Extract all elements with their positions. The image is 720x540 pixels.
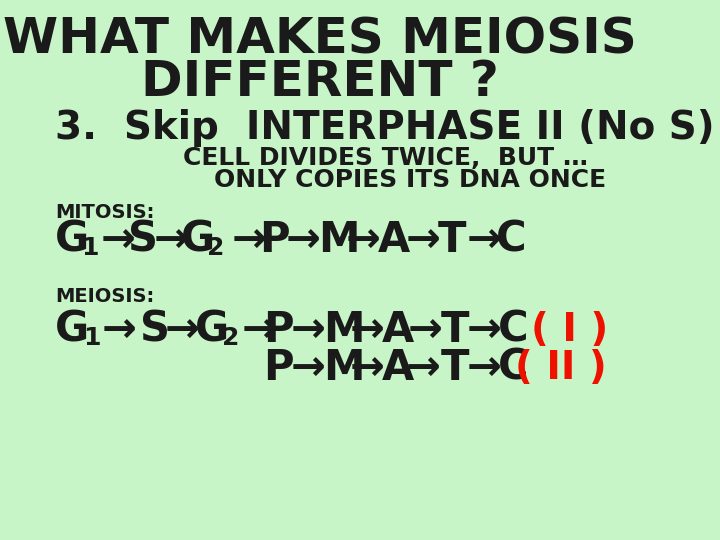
Text: →: → bbox=[408, 309, 443, 351]
Text: T: T bbox=[438, 219, 467, 261]
Text: A: A bbox=[378, 219, 410, 261]
Text: G: G bbox=[181, 219, 215, 261]
Text: ( I ): ( I ) bbox=[531, 311, 608, 349]
Text: C: C bbox=[498, 347, 528, 389]
Text: P: P bbox=[259, 219, 290, 261]
Text: →: → bbox=[291, 347, 325, 389]
Text: →: → bbox=[153, 219, 189, 261]
Text: →: → bbox=[232, 219, 267, 261]
Text: S: S bbox=[128, 219, 158, 261]
Text: P: P bbox=[264, 347, 294, 389]
Text: G: G bbox=[194, 309, 229, 351]
Text: →: → bbox=[285, 219, 320, 261]
Text: 2: 2 bbox=[207, 236, 225, 260]
Text: G: G bbox=[55, 219, 89, 261]
Text: 2: 2 bbox=[222, 326, 239, 350]
Text: MITOSIS:: MITOSIS: bbox=[55, 202, 155, 221]
Text: →: → bbox=[349, 309, 384, 351]
Text: A: A bbox=[382, 347, 415, 389]
Text: ONLY COPIES ITS DNA ONCE: ONLY COPIES ITS DNA ONCE bbox=[214, 168, 606, 192]
Text: →: → bbox=[346, 219, 380, 261]
Text: T: T bbox=[441, 309, 469, 351]
Text: WHAT MAKES MEIOSIS: WHAT MAKES MEIOSIS bbox=[3, 16, 636, 64]
Text: →: → bbox=[101, 219, 135, 261]
Text: G: G bbox=[55, 309, 89, 351]
Text: C: C bbox=[495, 219, 526, 261]
Text: P: P bbox=[264, 309, 294, 351]
Text: 3.  Skip  INTERPHASE II (No S): 3. Skip INTERPHASE II (No S) bbox=[55, 109, 715, 147]
Text: M: M bbox=[323, 309, 365, 351]
Text: C: C bbox=[498, 309, 528, 351]
Text: CELL DIVIDES TWICE,  BUT …: CELL DIVIDES TWICE, BUT … bbox=[183, 146, 588, 170]
Text: →: → bbox=[291, 309, 325, 351]
Text: →: → bbox=[349, 347, 384, 389]
Text: 1: 1 bbox=[81, 236, 99, 260]
Text: →: → bbox=[405, 347, 441, 389]
Text: S: S bbox=[140, 309, 170, 351]
Text: →: → bbox=[467, 219, 502, 261]
Text: MEIOSIS:: MEIOSIS: bbox=[55, 287, 154, 307]
Text: M: M bbox=[323, 347, 365, 389]
Text: T: T bbox=[441, 347, 469, 389]
Text: DIFFERENT ?: DIFFERENT ? bbox=[140, 58, 498, 106]
Text: →: → bbox=[241, 309, 276, 351]
Text: 1: 1 bbox=[84, 326, 101, 350]
Text: →: → bbox=[405, 219, 441, 261]
Text: ( II ): ( II ) bbox=[516, 349, 607, 387]
Text: →: → bbox=[165, 309, 199, 351]
Text: A: A bbox=[382, 309, 415, 351]
Text: →: → bbox=[467, 309, 502, 351]
Text: M: M bbox=[318, 219, 359, 261]
Text: →: → bbox=[467, 347, 502, 389]
Text: →: → bbox=[102, 309, 137, 351]
